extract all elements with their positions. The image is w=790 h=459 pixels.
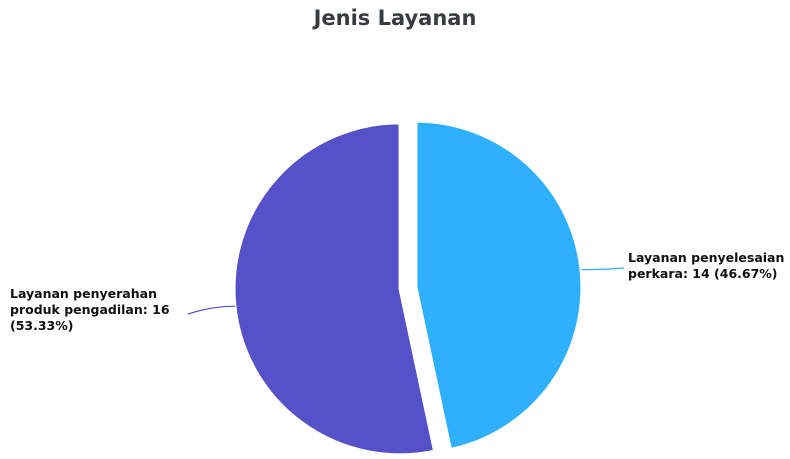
slice-label: Layanan penyelesaian perkara: 14 (46.67%) [628, 250, 784, 281]
slice-label-line: (53.33%) [10, 318, 74, 333]
slice-label: Layanan penyerahan produk pengadilan: 16(… [10, 286, 170, 333]
slice-label-line: Layanan penyerahan [10, 286, 157, 301]
slice-label-line: perkara: 14 (46.67%) [628, 266, 778, 281]
pie-slice[interactable] [414, 119, 584, 452]
slice-label-line: Layanan penyelesaian [628, 250, 784, 265]
slice-label-line: produk pengadilan: 16 [10, 302, 170, 317]
chart-title: Jenis Layanan [313, 6, 477, 30]
leader-line [187, 305, 235, 315]
leader-line [581, 267, 625, 271]
pie-slice[interactable] [232, 121, 437, 457]
